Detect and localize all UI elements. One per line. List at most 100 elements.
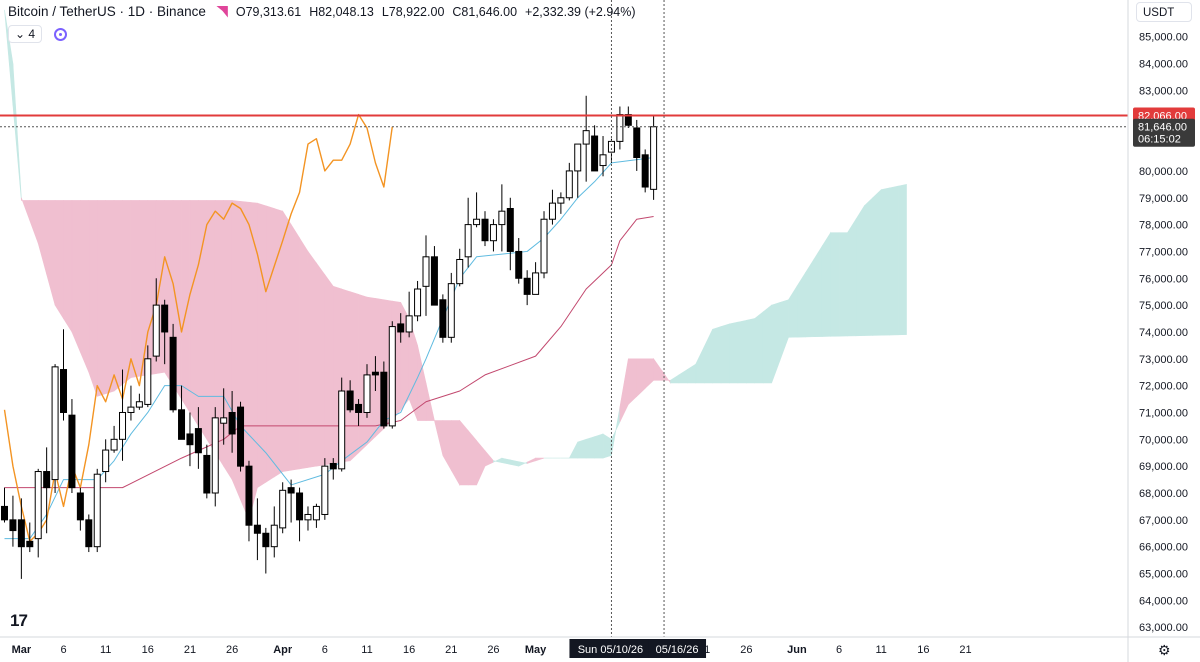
x-tick-label: 16: [403, 644, 415, 656]
cloud-bear-segment: [434, 420, 444, 456]
cloud-bear-segment: [644, 358, 654, 390]
candle-down: [380, 371, 388, 427]
y-tick-label: 64,000.00: [1139, 595, 1188, 607]
candle-up: [279, 489, 287, 529]
candle-up: [127, 406, 135, 413]
symbol-title[interactable]: Bitcoin / TetherUS · 1D · Binance: [8, 4, 206, 19]
x-tick-label: 6: [836, 644, 842, 656]
marker-date-tag: [648, 639, 707, 658]
x-tick-label: Jun: [787, 644, 807, 656]
cloud-bull-segment: [720, 323, 730, 384]
candle-down: [169, 336, 177, 411]
exchange-logo-icon: [215, 5, 228, 18]
cloud-bear-segment: [265, 205, 275, 483]
candle-up: [650, 126, 658, 190]
y-tick-label: 73,000.00: [1139, 354, 1188, 366]
candle-down: [26, 540, 34, 548]
cloud-bull-segment: [830, 232, 840, 337]
candle-up: [548, 202, 556, 220]
cloud-bull-segment: [847, 218, 857, 337]
candle-up: [498, 210, 506, 226]
candle-up: [557, 197, 565, 204]
cloud-bear-segment: [526, 457, 536, 464]
crosshair-date-label: Sun 05/10/26: [578, 644, 643, 656]
cloud-bull-segment: [779, 299, 789, 361]
candle-down: [296, 492, 304, 521]
cloud-bear-segment: [417, 345, 427, 421]
cloud-bear-segment: [96, 200, 106, 397]
indicators-toggle-button[interactable]: ⌄ 4: [8, 25, 43, 43]
cloud-bull-segment: [585, 436, 595, 459]
symbol-header: Bitcoin / TetherUS · 1D · Binance O79,31…: [8, 4, 636, 19]
y-tick-label: 84,000.00: [1139, 59, 1188, 71]
x-tick-label: Apr: [273, 644, 293, 656]
cloud-bear-segment: [366, 296, 376, 446]
candle-up: [405, 315, 413, 333]
cloud-bear-segment: [181, 200, 191, 414]
cloud-bull-segment: [12, 63, 22, 201]
y-tick-label: 70,000.00: [1139, 434, 1188, 446]
cloud-bull-segment: [855, 204, 865, 337]
candle-down: [523, 277, 531, 295]
candle-up: [456, 258, 464, 285]
candle-down: [68, 414, 76, 489]
cloud-bear-segment: [46, 200, 56, 306]
indicator-controls: ⌄ 4: [8, 25, 68, 43]
candle-up: [363, 374, 371, 413]
candle-down: [43, 471, 51, 489]
candle-down: [161, 304, 169, 333]
candle-down: [262, 532, 270, 548]
candle-down: [186, 433, 194, 446]
candle-up: [582, 130, 590, 145]
candle-down: [17, 519, 25, 548]
x-tick-label: 21: [445, 644, 457, 656]
cloud-bull-segment: [568, 441, 579, 459]
tradingview-logo-icon[interactable]: 17: [10, 611, 28, 630]
cloud-bull-segment: [518, 461, 528, 467]
cloud-bull-segment: [880, 187, 890, 336]
candle-up: [220, 417, 228, 424]
cloud-bull-segment: [805, 258, 815, 338]
cloud-bull-segment: [872, 189, 882, 336]
candle-down: [203, 454, 211, 494]
candle-up: [110, 438, 118, 451]
candle-up: [616, 114, 624, 142]
cloud-bear-segment: [29, 200, 39, 244]
cloud-bear-segment: [139, 200, 149, 377]
cloud-bull-segment: [703, 329, 713, 384]
candle-up: [414, 288, 422, 317]
cloud-bull-segment: [754, 311, 764, 384]
cloud-bear-segment: [37, 200, 47, 275]
cloud-bull-segment: [594, 433, 604, 459]
y-tick-label: 80,000.00: [1139, 166, 1188, 178]
candle-up: [489, 224, 497, 242]
marker-date-label: 05/16/26: [656, 644, 699, 656]
y-tick-label: 76,000.00: [1139, 273, 1188, 285]
cloud-bear-segment: [476, 439, 486, 486]
cloud-bull-segment: [737, 319, 747, 384]
last-price-tag: [1133, 118, 1195, 147]
cloud-bull-segment: [510, 459, 520, 467]
y-tick-label: 79,000.00: [1139, 193, 1188, 205]
candle-down: [1, 505, 8, 521]
x-tick-label: 26: [226, 644, 238, 656]
sync-icon[interactable]: [54, 27, 68, 41]
candle-up: [102, 449, 110, 473]
cloud-bull-segment: [695, 346, 705, 384]
cloud-bear-segment: [206, 200, 216, 454]
open-value: O79,313.61: [235, 4, 302, 19]
chikou-line: [3, 113, 393, 543]
cloud-bear-segment: [130, 200, 140, 378]
candle-up: [599, 154, 607, 167]
candle-up: [447, 283, 455, 338]
candle-down: [253, 524, 261, 534]
candle-down: [633, 127, 641, 158]
candle-up: [464, 224, 472, 258]
candle-up: [338, 390, 346, 470]
cloud-bull-segment: [771, 302, 781, 384]
gear-icon[interactable]: ⚙: [1158, 642, 1171, 658]
candle-up: [135, 401, 143, 408]
cloud-bull-segment: [864, 197, 874, 336]
currency-selector[interactable]: USDT: [1136, 2, 1192, 22]
